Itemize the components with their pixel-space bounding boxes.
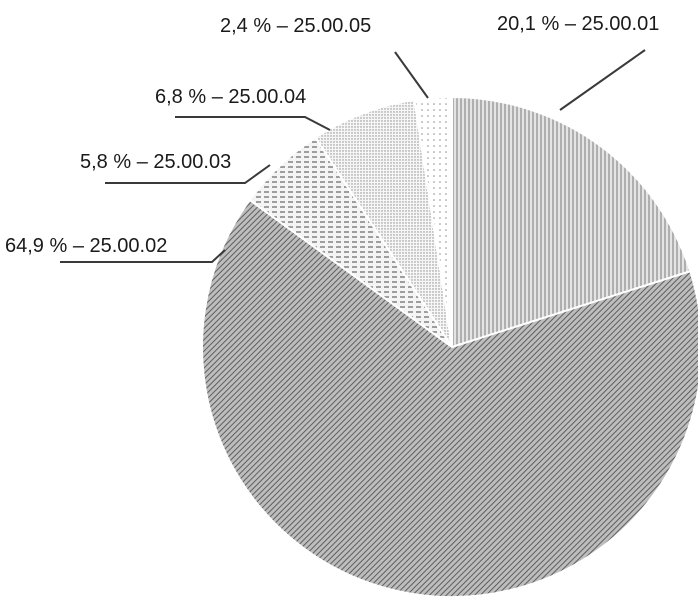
slice-label-25-00-01: 20,1 % – 25.00.01 [497,13,659,35]
leader-line-25-00-04 [175,116,331,131]
pie-slice-25-00-04 [314,98,453,348]
slice-label-25-00-05: 2,4 % – 25.00.05 [220,15,371,37]
pie-slice-25-00-05 [413,95,453,348]
leader-line-25-00-05 [394,51,429,99]
leader-line-25-00-01 [559,49,646,111]
leader-line-25-00-03 [105,164,271,184]
pie-slice-25-00-02 [200,198,698,597]
slice-label-25-00-03: 5,8 % – 25.00.03 [80,151,231,173]
leader-line-25-00-02 [60,249,226,263]
slice-label-25-00-04: 6,8 % – 25.00.04 [155,86,306,108]
pie-slice-25-00-01 [451,95,692,349]
slice-label-25-00-02: 64,9 % – 25.00.02 [5,235,167,257]
